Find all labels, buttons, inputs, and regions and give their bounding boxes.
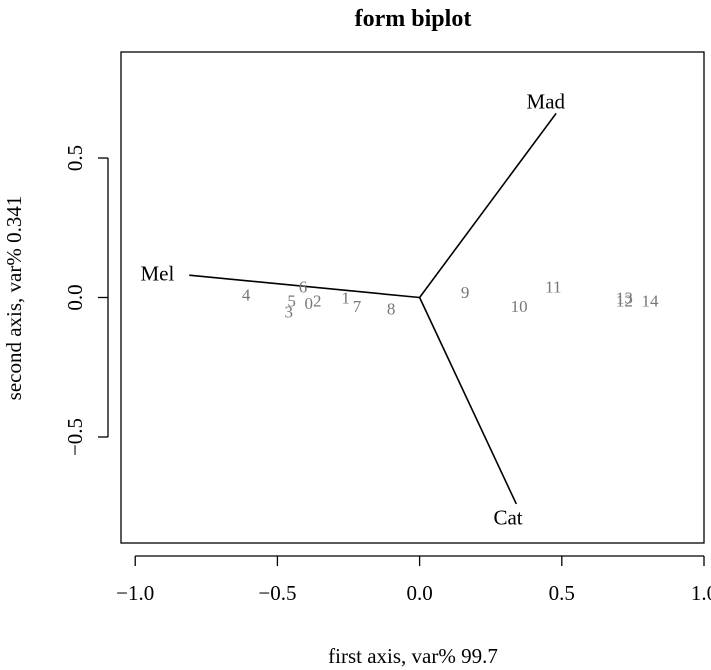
y-axis: −0.5 0.0 0.5: [63, 145, 109, 456]
vector-mad: [418, 112, 557, 298]
x-tick-label: 0.0: [406, 581, 432, 605]
observation-label: 7: [353, 297, 362, 316]
vector-label-mel: Mel: [140, 262, 174, 286]
x-tick-label: −1.0: [116, 581, 154, 605]
x-tick-label: 0.5: [549, 581, 575, 605]
vector-label-mad: Mad: [527, 89, 566, 113]
observation-label: 4: [242, 286, 251, 305]
observation-label: 0: [304, 294, 313, 313]
observation-label: 8: [387, 300, 396, 319]
observation-label: 1: [341, 289, 350, 308]
observation-label: 13: [616, 289, 633, 308]
x-axis-label: first axis, var% 99.7: [328, 644, 498, 668]
observation-label: 12: [616, 291, 633, 310]
y-tick-label: −0.5: [63, 418, 87, 456]
observation-label: 2: [313, 291, 322, 310]
y-tick-label: 0.0: [63, 284, 87, 310]
y-axis-label: second axis, var% 0.341: [2, 196, 26, 401]
y-tick-label: 0.5: [63, 145, 87, 171]
observation-label: 10: [511, 297, 528, 316]
vector-mel: [189, 274, 420, 299]
observation-label: 9: [461, 283, 470, 302]
x-tick-label: −0.5: [258, 581, 296, 605]
x-axis: −1.0 −0.5 0.0 0.5 1.0: [116, 555, 711, 605]
vector-label-cat: Cat: [493, 506, 522, 530]
x-tick-label: 1.0: [691, 581, 711, 605]
observation-label: 14: [641, 291, 659, 310]
vector-cat: [418, 297, 518, 505]
observation-label: 5: [287, 291, 296, 310]
observation-label: 3: [285, 302, 294, 321]
loading-vectors: Mel Mad Cat: [140, 89, 565, 529]
chart-title: form biplot: [355, 6, 472, 32]
plot-frame: [120, 51, 705, 544]
observation-label: 11: [545, 277, 561, 296]
observation-label: 6: [299, 277, 308, 296]
